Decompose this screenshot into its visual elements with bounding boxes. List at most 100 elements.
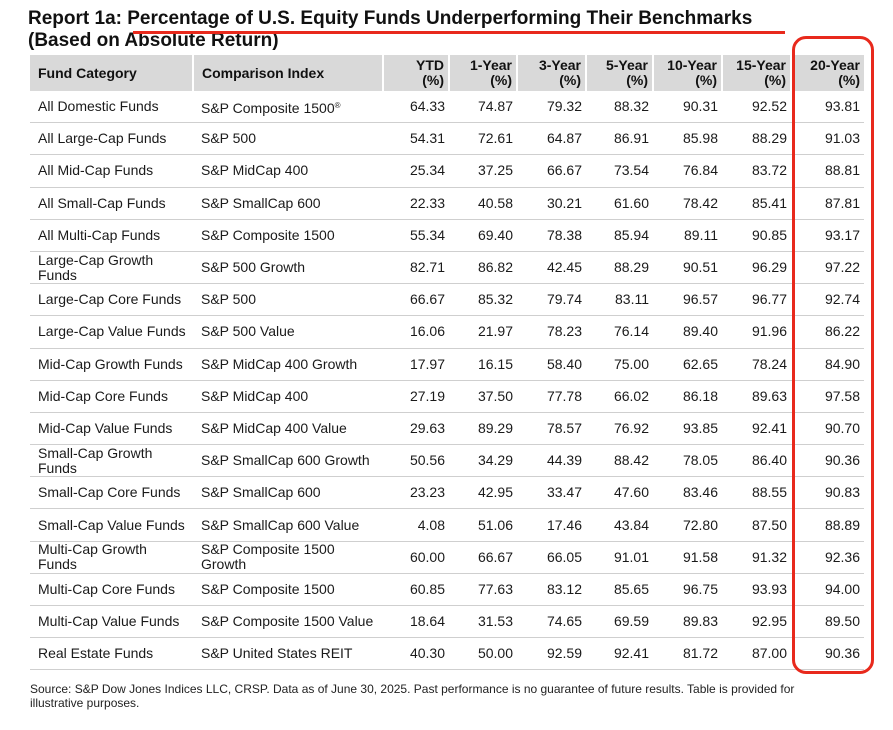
- percentage-cell: 44.39: [517, 444, 586, 478]
- table-row: Large-Cap Value Funds S&P 500 Value 16.06 2…: [30, 315, 864, 349]
- percentage-cell: 61.60: [586, 187, 653, 220]
- column-header: 10-Year (%): [653, 55, 723, 91]
- percentage-cell: 90.70: [791, 412, 864, 446]
- percentage-cell: 89.29: [449, 412, 517, 446]
- underperformance-table: Fund Category Comparison Index YTD (%) 1-Yea…: [30, 55, 864, 671]
- percentage-cell: 88.42: [586, 444, 653, 478]
- percentage-cell: 76.14: [586, 315, 653, 349]
- percentage-cell: 42.45: [517, 251, 586, 285]
- percentage-cell: 76.84: [653, 154, 722, 188]
- percentage-cell: 78.57: [517, 412, 586, 446]
- percentage-cell: 42.95: [449, 476, 517, 510]
- percentage-cell: 40.30: [383, 637, 449, 671]
- percentage-cell: 91.58: [653, 541, 722, 574]
- fund-category-cell: Multi-Cap Core Funds: [30, 573, 193, 607]
- percentage-cell: 84.90: [791, 348, 864, 381]
- percentage-cell: 33.47: [517, 476, 586, 510]
- fund-category-cell: Small-Cap Value Funds: [30, 508, 193, 542]
- percentage-cell: 90.83: [791, 476, 864, 510]
- percentage-cell: 88.81: [791, 154, 864, 188]
- percentage-cell: 79.74: [517, 283, 586, 317]
- percentage-cell: 51.06: [449, 508, 517, 542]
- comparison-index-cell: S&P SmallCap 600: [193, 187, 383, 220]
- percentage-cell: 83.11: [586, 283, 653, 317]
- table-row: Multi-Cap Value Funds S&P Composite 1500 …: [30, 605, 864, 639]
- percentage-cell: 89.63: [722, 380, 791, 413]
- percentage-cell: 85.98: [653, 122, 722, 156]
- percentage-cell: 66.67: [383, 283, 449, 317]
- percentage-cell: 69.40: [449, 219, 517, 252]
- percentage-cell: 91.01: [586, 541, 653, 574]
- percentage-cell: 90.85: [722, 219, 791, 252]
- percentage-cell: 54.31: [383, 122, 449, 156]
- percentage-cell: 90.36: [791, 444, 864, 478]
- percentage-cell: 50.56: [383, 444, 449, 478]
- percentage-cell: 79.32: [517, 91, 586, 124]
- fund-category-cell: Small-Cap Growth Funds: [30, 444, 193, 478]
- comparison-index-cell: S&P MidCap 400 Value: [193, 412, 383, 446]
- fund-category-cell: Multi-Cap Growth Funds: [30, 541, 193, 574]
- percentage-cell: 86.18: [653, 380, 722, 413]
- percentage-cell: 29.63: [383, 412, 449, 446]
- percentage-cell: 89.50: [791, 605, 864, 639]
- percentage-cell: 60.00: [383, 541, 449, 574]
- percentage-cell: 93.85: [653, 412, 722, 446]
- percentage-cell: 86.22: [791, 315, 864, 349]
- title-prefix: Report 1a:: [28, 8, 128, 29]
- percentage-cell: 96.57: [653, 283, 722, 317]
- percentage-cell: 90.51: [653, 251, 722, 285]
- percentage-cell: 87.00: [722, 637, 791, 671]
- title-underline: [133, 31, 785, 34]
- percentage-cell: 74.65: [517, 605, 586, 639]
- table-row: Large-Cap Growth Funds S&P 500 Growth 82.7…: [30, 251, 864, 285]
- comparison-index-cell: S&P Composite 1500: [193, 573, 383, 607]
- percentage-cell: 89.11: [653, 219, 722, 252]
- column-header: Fund Category: [30, 55, 194, 91]
- fund-category-cell: All Large-Cap Funds: [30, 122, 193, 156]
- table-row: All Mid-Cap Funds S&P MidCap 400 25.34 37.2…: [30, 154, 864, 188]
- percentage-cell: 85.65: [586, 573, 653, 607]
- percentage-cell: 88.29: [722, 122, 791, 156]
- percentage-cell: 78.05: [653, 444, 722, 478]
- percentage-cell: 92.59: [517, 637, 586, 671]
- percentage-cell: 96.29: [722, 251, 791, 285]
- table-row: Small-Cap Growth Funds S&P SmallCap 600 G…: [30, 444, 864, 478]
- percentage-cell: 74.87: [449, 91, 517, 124]
- percentage-cell: 17.97: [383, 348, 449, 381]
- percentage-cell: 30.21: [517, 187, 586, 220]
- column-header: 1-Year (%): [449, 55, 518, 91]
- percentage-cell: 64.33: [383, 91, 449, 124]
- table-row: Mid-Cap Growth Funds S&P MidCap 400 Growt…: [30, 348, 864, 381]
- comparison-index-cell: S&P SmallCap 600: [193, 476, 383, 510]
- percentage-cell: 77.78: [517, 380, 586, 413]
- percentage-cell: 62.65: [653, 348, 722, 381]
- percentage-cell: 4.08: [383, 508, 449, 542]
- percentage-cell: 23.23: [383, 476, 449, 510]
- percentage-cell: 66.67: [449, 541, 517, 574]
- source-note: Source: S&P Dow Jones Indices LLC, CRSP.…: [30, 682, 795, 710]
- comparison-index-cell: S&P 500: [193, 283, 383, 317]
- percentage-cell: 64.87: [517, 122, 586, 156]
- title-main: Percentage of U.S. Equity Funds Underper…: [127, 8, 753, 29]
- title-subtitle: (Based on Absolute Return): [28, 30, 279, 51]
- percentage-cell: 93.81: [791, 91, 864, 124]
- percentage-cell: 86.82: [449, 251, 517, 285]
- report-title: Report 1a: Percentage of U.S. Equity Fun…: [28, 8, 752, 52]
- percentage-cell: 91.96: [722, 315, 791, 349]
- comparison-index-cell: S&P 500 Growth: [193, 251, 383, 285]
- fund-category-cell: All Small-Cap Funds: [30, 187, 193, 220]
- percentage-cell: 66.67: [517, 154, 586, 188]
- percentage-cell: 85.32: [449, 283, 517, 317]
- fund-category-cell: Multi-Cap Value Funds: [30, 605, 193, 639]
- percentage-cell: 90.31: [653, 91, 722, 124]
- percentage-cell: 88.89: [791, 508, 864, 542]
- comparison-index-cell: S&P MidCap 400 Growth: [193, 348, 383, 381]
- percentage-cell: 97.58: [791, 380, 864, 413]
- percentage-cell: 92.41: [586, 637, 653, 671]
- percentage-cell: 97.22: [791, 251, 864, 285]
- column-header: 3-Year (%): [517, 55, 587, 91]
- percentage-cell: 55.34: [383, 219, 449, 252]
- percentage-cell: 93.17: [791, 219, 864, 252]
- percentage-cell: 85.94: [586, 219, 653, 252]
- column-header: YTD (%): [383, 55, 450, 91]
